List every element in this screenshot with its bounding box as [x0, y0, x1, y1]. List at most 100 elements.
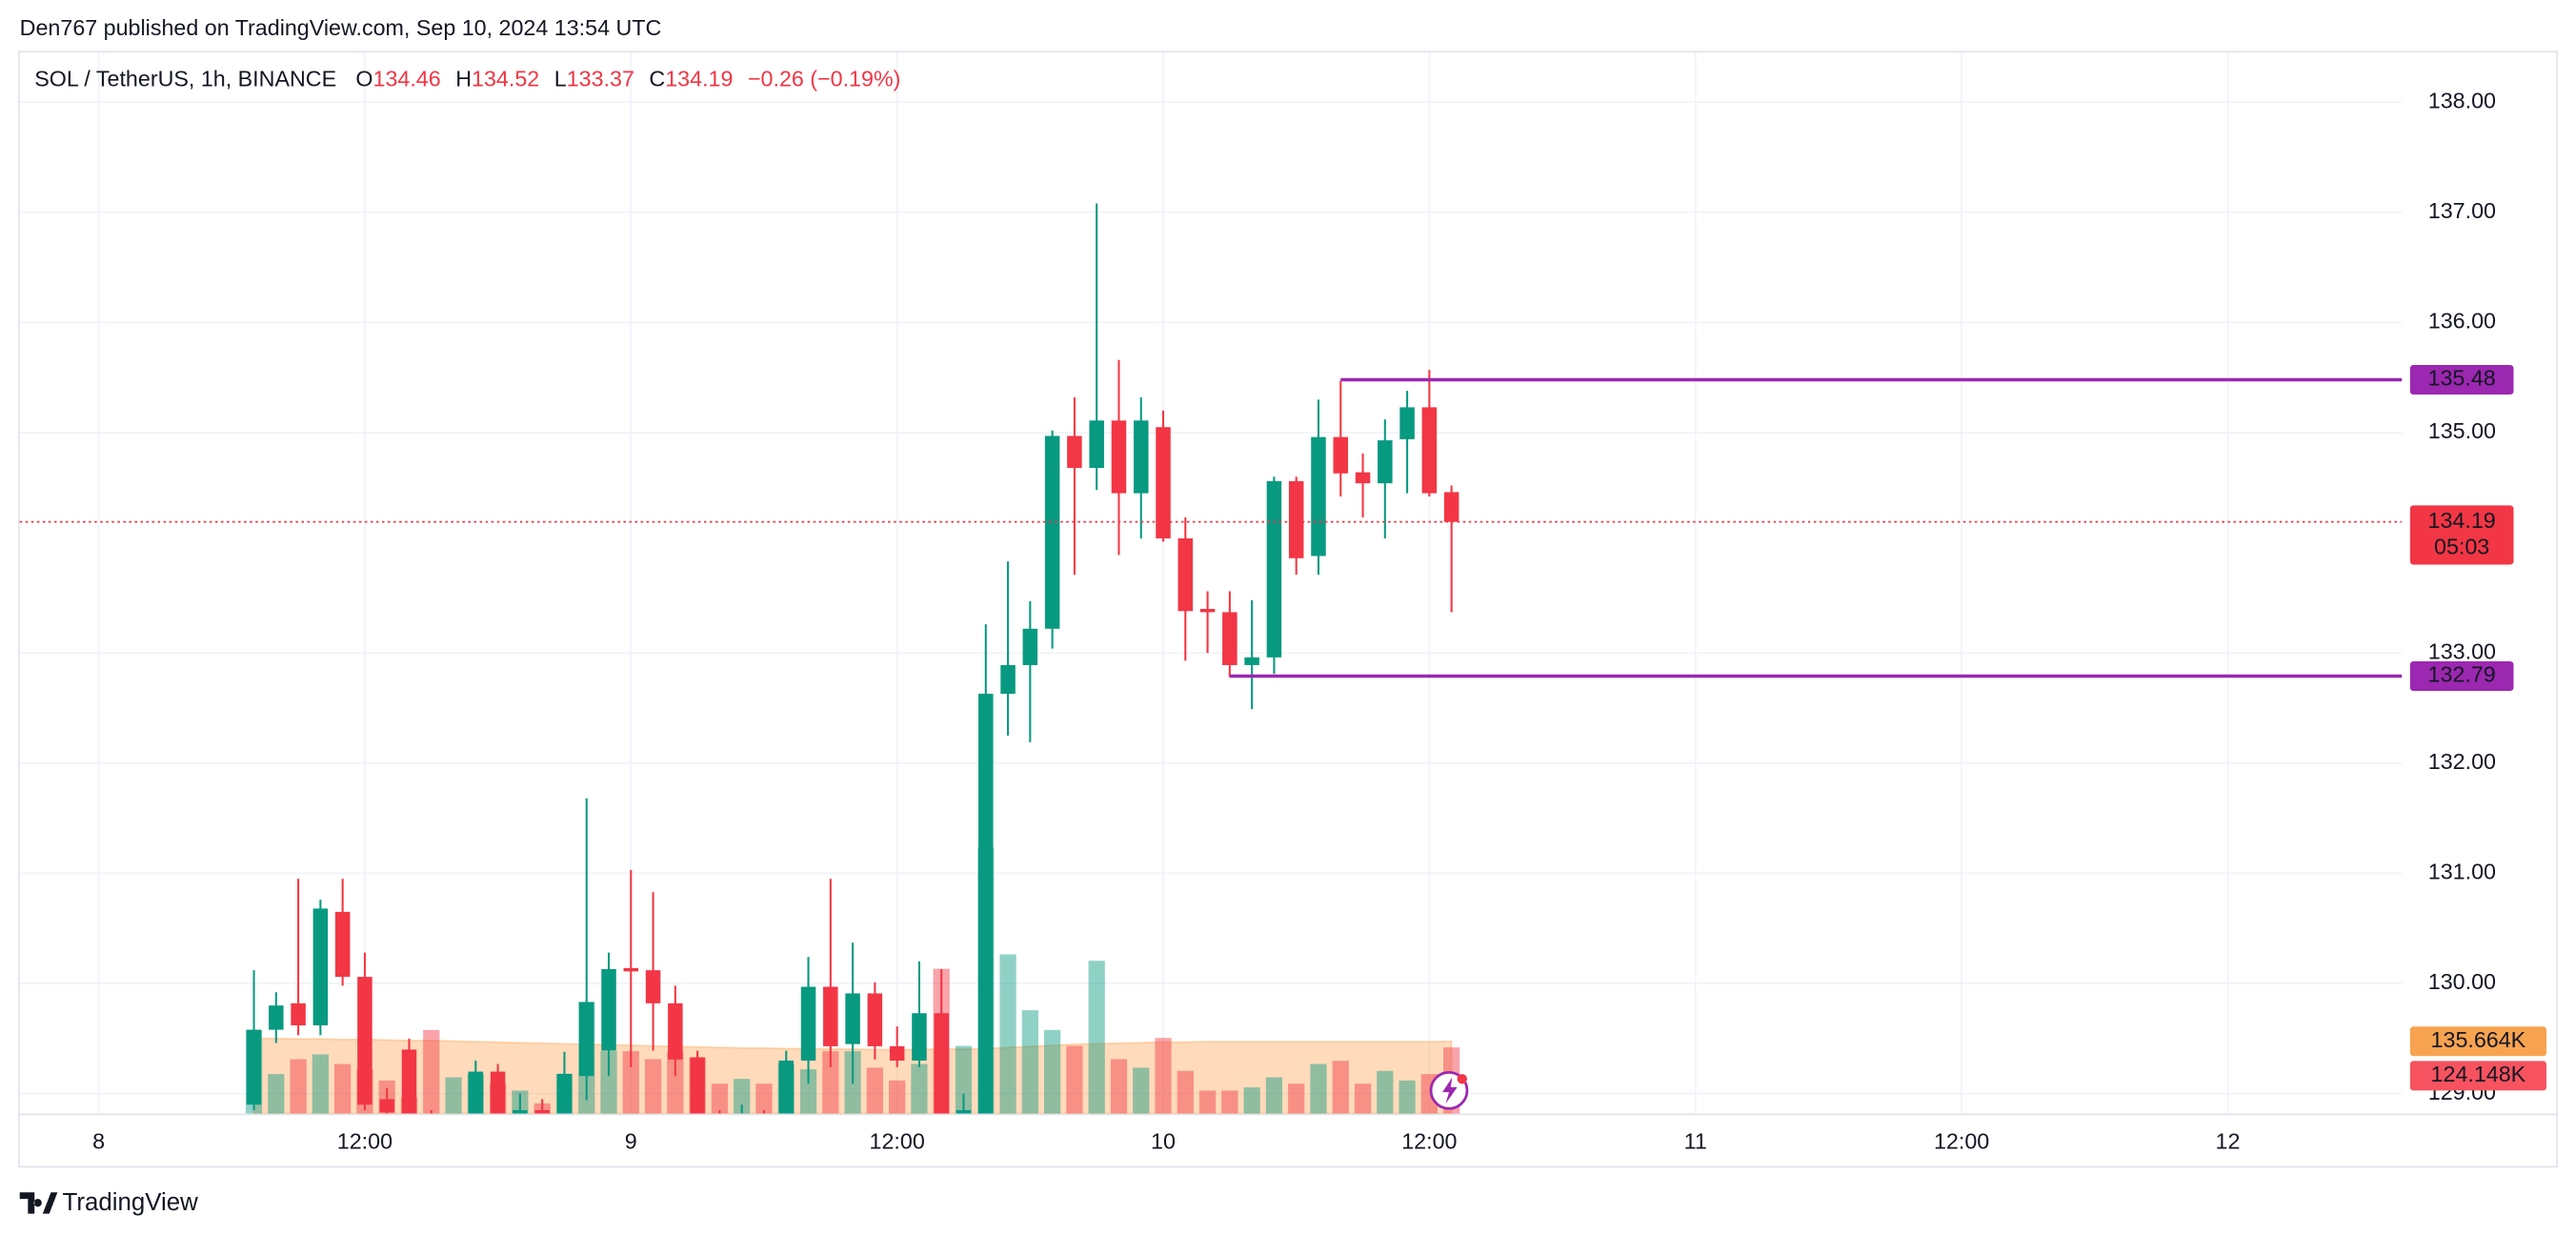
- volume-bar: [955, 1045, 973, 1114]
- volume-bar: [1221, 1090, 1238, 1114]
- candle-body: [334, 911, 351, 978]
- candle-body: [601, 969, 616, 1051]
- candle-body: [1044, 435, 1060, 629]
- last-price-label: 134.19: [2428, 508, 2496, 533]
- candle-body: [1421, 407, 1438, 494]
- legend-value: 134.52: [472, 67, 539, 91]
- candle-body: [867, 993, 883, 1046]
- volume-bar: [889, 1080, 906, 1114]
- volume-bar: [1088, 961, 1105, 1114]
- candle-body: [1288, 480, 1304, 558]
- alert-bolt: [1442, 1077, 1458, 1104]
- candle-body: [291, 1002, 306, 1025]
- volume-badge: [2409, 1026, 2546, 1057]
- x-tick-label: 12: [2216, 1129, 2241, 1154]
- legend-key: O: [355, 67, 372, 91]
- published-note: Den767 published on TradingView.com, Sep…: [20, 15, 662, 40]
- candle-body: [1067, 435, 1082, 468]
- brand-name[interactable]: TradingView: [63, 1189, 199, 1216]
- volume-bar: [1332, 1061, 1349, 1114]
- volume-bar: [799, 1069, 817, 1114]
- volume-bar: [911, 1063, 928, 1114]
- candle-body: [1156, 427, 1171, 538]
- candle-body: [490, 1071, 506, 1114]
- candle-body: [401, 1049, 417, 1114]
- volume-bar: [1021, 1010, 1038, 1114]
- x-tick-label: 12:00: [870, 1129, 925, 1154]
- candle-body: [845, 993, 860, 1044]
- candle-body: [357, 977, 372, 1105]
- volume-bar: [1177, 1070, 1194, 1114]
- y-tick-label: 136.00: [2428, 309, 2496, 334]
- y-tick-label: 137.00: [2428, 198, 2496, 223]
- symbol: SOL / TetherUS, 1h, BINANCE: [34, 67, 336, 91]
- volume-bar: [644, 1059, 662, 1114]
- volume-bar: [1354, 1083, 1372, 1114]
- volume-label: 124.148K: [2431, 1062, 2526, 1086]
- candle-body: [1378, 440, 1393, 484]
- volume-bar: [711, 1083, 729, 1114]
- candle-body: [645, 970, 661, 1003]
- volume-bar: [866, 1067, 883, 1114]
- candle-body: [468, 1071, 484, 1114]
- x-tick-label: 10: [1151, 1129, 1176, 1154]
- candle-body: [889, 1045, 905, 1061]
- alert-dot: [1457, 1074, 1467, 1084]
- volume-bar: [268, 1074, 285, 1114]
- candle-body: [1443, 492, 1459, 522]
- volume-bar: [1265, 1077, 1283, 1114]
- candle-body: [534, 1109, 550, 1114]
- volume-bar: [600, 1051, 617, 1114]
- legend-value: 133.37: [567, 67, 634, 91]
- volume-bar: [622, 1051, 639, 1114]
- overlay: 129.00130.00131.00132.00133.00135.00136.…: [19, 88, 2546, 1154]
- volume-bar: [999, 954, 1016, 1114]
- volume-bar: [1288, 1083, 1305, 1114]
- candle-body: [690, 1057, 705, 1114]
- volume-bar: [755, 1083, 773, 1114]
- candle-body: [578, 1002, 594, 1077]
- volume-bar: [822, 1051, 839, 1114]
- brand-logo: [19, 1192, 58, 1214]
- volume-bar: [1310, 1063, 1327, 1114]
- level-label: 135.48: [2428, 366, 2496, 391]
- candle-body: [1199, 608, 1216, 613]
- candle-body: [1222, 612, 1238, 665]
- legend-value: 134.46: [373, 67, 441, 91]
- y-tick-label: 131.00: [2428, 860, 2496, 884]
- candle-body: [1266, 480, 1282, 658]
- level-label: 132.79: [2428, 662, 2496, 687]
- candle-body: [379, 1099, 394, 1113]
- legend-value: 134.19: [665, 67, 733, 91]
- volume-bar: [1043, 1029, 1061, 1114]
- candle-body: [1133, 420, 1149, 494]
- candle-body: [978, 693, 994, 1114]
- candle-body: [269, 1005, 284, 1030]
- volume-bar: [312, 1054, 329, 1114]
- candle-body: [623, 967, 639, 972]
- x-tick-label: 12:00: [1934, 1129, 1989, 1154]
- chart-frame: [17, 51, 2559, 1168]
- candle-body: [778, 1060, 795, 1114]
- level-badge: [2409, 364, 2514, 395]
- candle-body: [513, 1109, 528, 1114]
- candle-body: [934, 1013, 949, 1114]
- x-tick-label: 12:00: [1401, 1129, 1457, 1154]
- legend-key: H: [455, 67, 472, 91]
- volume-bar: [734, 1079, 751, 1114]
- candle-body: [956, 1109, 972, 1114]
- level-badge: [2409, 660, 2514, 692]
- candle-body: [1399, 407, 1415, 439]
- volume-badge: [2409, 1061, 2546, 1091]
- candle-body: [1244, 657, 1259, 665]
- candle-body: [800, 986, 816, 1061]
- legend-key: L: [554, 67, 567, 91]
- x-tick-label: 9: [625, 1129, 637, 1154]
- last-price-badge: [2409, 505, 2514, 565]
- y-tick-label: 133.00: [2428, 638, 2496, 663]
- volume-bar: [1399, 1080, 1416, 1114]
- candle-body: [1177, 537, 1194, 612]
- volume-bar: [1198, 1090, 1217, 1114]
- x-tick-label: 11: [1684, 1129, 1707, 1154]
